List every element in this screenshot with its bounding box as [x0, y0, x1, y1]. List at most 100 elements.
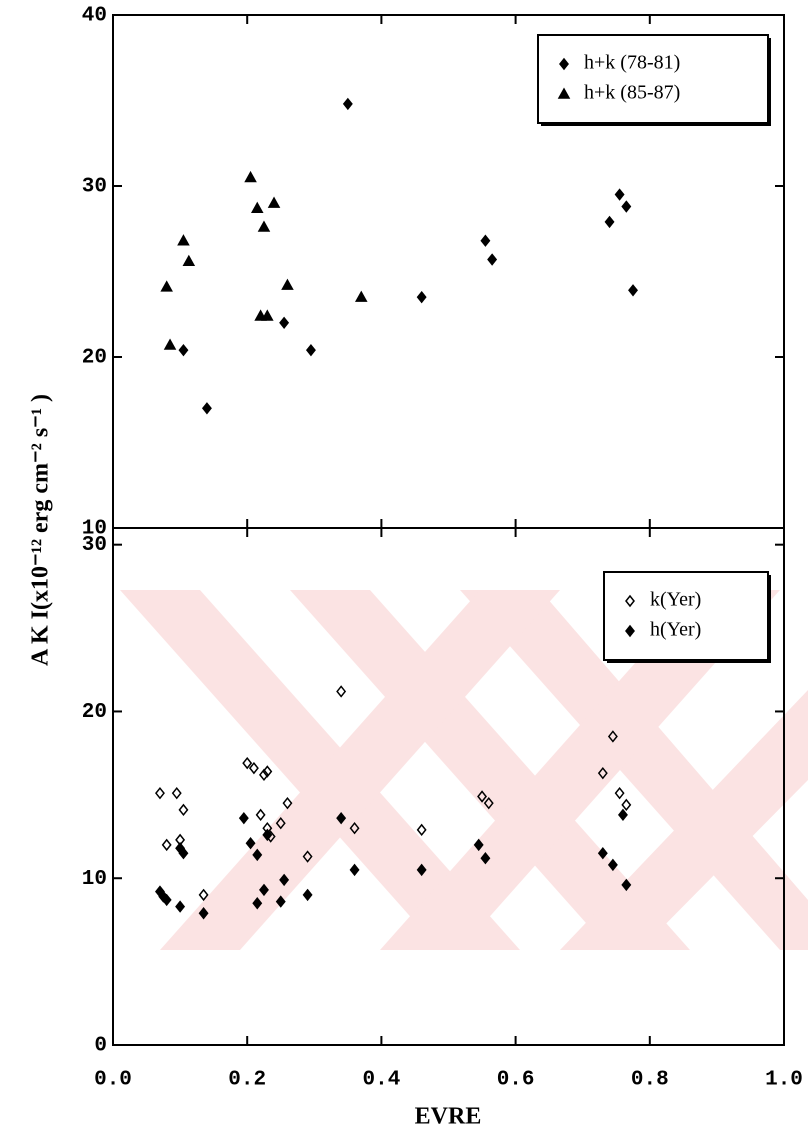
- point: [480, 852, 491, 865]
- point: [242, 756, 253, 770]
- x-tick-label: 0.4: [362, 1069, 400, 1092]
- point: [252, 848, 263, 862]
- plot-frame: [112, 527, 785, 1046]
- watermark: [120, 590, 808, 950]
- point: [628, 284, 638, 297]
- point: [279, 316, 290, 330]
- point: [336, 811, 347, 825]
- point: [160, 280, 173, 292]
- point: [250, 201, 264, 213]
- point: [259, 883, 269, 897]
- x-tick-label: 0.8: [631, 1069, 669, 1092]
- point: [336, 685, 347, 698]
- y-tick-label: 10: [82, 518, 107, 541]
- point: [607, 730, 618, 743]
- point: [473, 838, 484, 852]
- point: [259, 768, 269, 782]
- point: [281, 278, 294, 290]
- legend-shadow: [607, 660, 771, 663]
- point: [257, 220, 271, 232]
- legend-label: k(Yer): [650, 589, 701, 611]
- point: [480, 234, 491, 247]
- point: [477, 790, 488, 803]
- point: [178, 847, 189, 860]
- legend-shadow: [768, 38, 771, 126]
- y-axis-label: A K I(x10⁻¹² erg cm⁻² s⁻¹ ): [28, 394, 54, 666]
- x-tick-label: 0.6: [497, 1069, 535, 1092]
- legend-marker: [625, 594, 635, 608]
- point: [252, 897, 263, 910]
- legend-shadow: [768, 575, 771, 663]
- legend-box: [603, 571, 769, 661]
- point: [617, 808, 628, 822]
- point: [621, 200, 632, 213]
- point: [255, 808, 266, 822]
- point: [621, 878, 632, 892]
- point: [416, 863, 427, 877]
- y-tick-label: 30: [82, 176, 107, 199]
- point: [416, 290, 427, 304]
- point: [198, 888, 209, 902]
- y-tick-label: 30: [82, 534, 107, 557]
- point: [275, 816, 286, 830]
- y-tick-label: 40: [82, 5, 107, 28]
- point: [163, 338, 177, 350]
- y-tick-label: 0: [94, 1035, 107, 1058]
- point: [175, 900, 186, 913]
- point: [261, 309, 274, 321]
- point: [614, 786, 625, 800]
- point: [178, 803, 189, 817]
- point: [597, 766, 608, 780]
- legend-label: h+k (78-81): [584, 52, 680, 74]
- point: [597, 847, 608, 860]
- point: [275, 895, 286, 908]
- watermark-stroke: [160, 590, 560, 950]
- y-tick-label: 20: [82, 347, 107, 370]
- point: [416, 823, 427, 837]
- legend-marker: [557, 87, 571, 99]
- watermark-stroke: [380, 590, 780, 950]
- point: [354, 290, 368, 302]
- point: [302, 888, 313, 902]
- point: [198, 907, 209, 920]
- x-tick-label: 0.0: [94, 1069, 132, 1092]
- point: [483, 796, 494, 810]
- x-tick-label: 1.0: [765, 1069, 803, 1092]
- y-tick-label: 20: [82, 701, 107, 724]
- point: [604, 215, 615, 229]
- point: [171, 786, 182, 800]
- point: [267, 196, 281, 208]
- point: [614, 188, 625, 201]
- point: [487, 253, 498, 266]
- point: [302, 850, 313, 863]
- point: [161, 838, 172, 852]
- point: [349, 863, 360, 877]
- point: [279, 873, 290, 887]
- legend-label: h+k (85-87): [584, 82, 680, 104]
- point: [238, 811, 249, 825]
- point: [342, 97, 353, 111]
- point: [262, 828, 273, 842]
- watermark-stroke: [290, 590, 690, 950]
- point: [201, 402, 212, 415]
- point: [305, 343, 316, 357]
- point: [161, 893, 172, 907]
- point: [262, 765, 273, 778]
- legend-marker: [625, 624, 635, 638]
- point: [177, 234, 190, 246]
- point: [282, 796, 293, 810]
- point: [248, 761, 259, 775]
- x-axis-label: EVRE: [415, 1104, 482, 1130]
- point: [155, 786, 165, 800]
- point: [607, 858, 618, 872]
- point: [182, 254, 196, 266]
- legend-label: h(Yer): [650, 619, 701, 641]
- point: [244, 170, 257, 183]
- point: [621, 798, 632, 812]
- point: [178, 343, 189, 357]
- point: [245, 837, 256, 850]
- point: [349, 821, 360, 835]
- legend-marker: [559, 57, 569, 71]
- y-tick-label: 10: [82, 868, 107, 891]
